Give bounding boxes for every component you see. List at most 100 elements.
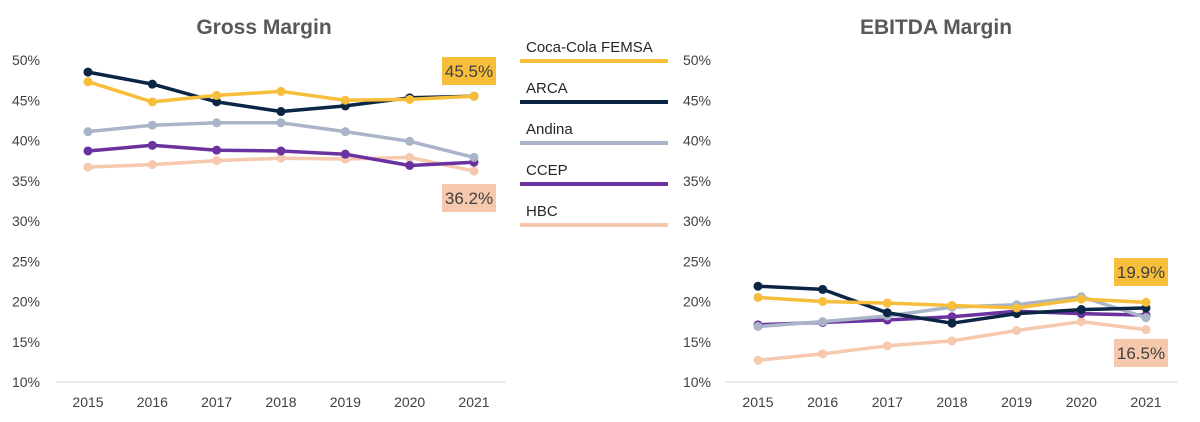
ebitda-margin-x-tick-label: 2021	[1130, 394, 1161, 410]
ebitda-margin-coca-cola-femsa-point	[882, 298, 892, 308]
gross-margin-hbc-callout-label: 36.2%	[445, 189, 493, 208]
gross-margin-x-tick-label: 2019	[330, 394, 361, 410]
gross-margin-hbc-point	[147, 160, 157, 170]
gross-margin-arca-point	[83, 67, 93, 77]
ebitda-margin-hbc-point	[818, 349, 828, 359]
gross-margin-andina-point	[83, 127, 93, 137]
ebitda-margin-coca-cola-femsa-point	[947, 301, 957, 311]
gross-margin-arca-point	[212, 97, 222, 107]
gross-margin-andina-point	[340, 127, 350, 137]
ebitda-margin-hbc-point	[1012, 325, 1022, 335]
gross-margin-y-tick-label: 45%	[12, 92, 40, 108]
ebitda-margin-coca-cola-femsa-point	[1012, 303, 1022, 313]
gross-margin-y-tick-label: 15%	[12, 334, 40, 350]
ebitda-margin-y-tick-label: 40%	[683, 133, 711, 149]
gross-margin-y-tick-label: 10%	[12, 374, 40, 390]
ebitda-margin-hbc-point	[882, 341, 892, 351]
gross-margin-series	[83, 67, 479, 176]
gross-margin-hbc-point	[212, 156, 222, 166]
ebitda-margin-x-axis: 2015 2016 2017 2018 2019 2020 2021	[742, 394, 1161, 410]
gross-margin-y-tick-label: 25%	[12, 253, 40, 269]
ebitda-margin-arca-point	[818, 284, 828, 294]
legend-label-arca: ARCA	[526, 80, 568, 97]
gross-margin-coca-cola-femsa-point	[405, 94, 415, 104]
ebitda-margin-coca-cola-femsa-callout-box	[1114, 258, 1168, 286]
gross-margin-hbc-point	[469, 166, 479, 176]
ebitda-margin-coca-cola-femsa-point	[818, 297, 828, 306]
gross-margin-ccep-point	[83, 146, 93, 156]
ebitda-margin-callouts: 19.9% 16.5%	[1114, 258, 1168, 367]
legend: Coca-Cola FEMSA ARCA Andina CCEP HBC	[520, 39, 668, 227]
ebitda-margin-y-tick-label: 30%	[683, 213, 711, 229]
gross-margin-hbc-point	[276, 153, 286, 163]
gross-margin-x-tick-label: 2020	[394, 394, 425, 410]
gross-margin-coca-cola-femsa-point	[147, 97, 157, 107]
ebitda-margin-hbc-point	[753, 355, 763, 365]
ebitda-margin-x-tick-label: 2015	[742, 394, 773, 410]
gross-margin-andina-point	[469, 152, 479, 162]
ebitda-margin-coca-cola-femsa-callout-label: 19.9%	[1117, 263, 1165, 282]
ebitda-margin-ccep-point	[947, 312, 957, 322]
ebitda-margin-hbc-callout-label: 16.5%	[1117, 344, 1165, 363]
gross-margin-y-tick-label: 30%	[12, 213, 40, 229]
ebitda-margin-arca-point	[947, 318, 957, 328]
ebitda-margin-andina-point	[1141, 313, 1151, 323]
legend-label-hbc: HBC	[526, 203, 558, 220]
gross-margin-andina-point	[276, 118, 286, 128]
gross-margin-coca-cola-femsa-point	[469, 91, 479, 101]
gross-margin-y-tick-label: 50%	[12, 52, 40, 68]
gross-margin-x-tick-label: 2016	[137, 394, 168, 410]
ebitda-margin-chart: EBITDA Margin 10% 15% 20% 25% 30% 35% 40% 45% 50…	[683, 16, 1178, 410]
gross-margin-andina-point	[147, 120, 157, 130]
gross-margin-coca-cola-femsa-point	[212, 90, 222, 100]
ebitda-margin-y-axis: 10% 15% 20% 25% 30% 35% 40% 45% 50%	[683, 52, 711, 390]
ebitda-margin-x-tick-label: 2016	[807, 394, 838, 410]
legend-label-ccep: CCEP	[526, 162, 568, 179]
ebitda-margin-hbc-point	[1076, 317, 1086, 327]
ebitda-margin-x-tick-label: 2018	[936, 394, 967, 410]
gross-margin-x-tick-label: 2018	[265, 394, 296, 410]
gross-margin-ccep-point	[276, 146, 286, 156]
ebitda-margin-y-tick-label: 45%	[683, 92, 711, 108]
ebitda-margin-hbc-point	[1141, 325, 1151, 335]
gross-margin-x-axis: 2015 2016 2017 2018 2019 2020 2021	[72, 394, 489, 410]
ebitda-margin-arca-point	[753, 281, 763, 291]
gross-margin-y-axis: 10% 15% 20% 25% 30% 35% 40% 45% 50%	[12, 52, 40, 390]
ebitda-margin-x-tick-label: 2019	[1001, 394, 1032, 410]
ebitda-margin-x-tick-label: 2017	[872, 394, 903, 410]
ebitda-margin-x-tick-label: 2020	[1066, 394, 1097, 410]
gross-margin-y-tick-label: 20%	[12, 294, 40, 310]
ebitda-margin-hbc-point	[947, 336, 957, 346]
gross-margin-hbc-callout-box	[442, 184, 496, 212]
ebitda-margin-y-tick-label: 15%	[683, 334, 711, 350]
gross-margin-x-tick-label: 2021	[458, 394, 489, 410]
gross-margin-x-tick-label: 2015	[72, 394, 103, 410]
ebitda-margin-arca-point	[1076, 305, 1086, 315]
gross-margin-x-tick-label: 2017	[201, 394, 232, 410]
ebitda-margin-coca-cola-femsa-point	[753, 292, 763, 302]
gross-margin-coca-cola-femsa-callout-box	[442, 57, 496, 85]
gross-margin-coca-cola-femsa-point	[83, 77, 93, 87]
gross-margin-y-tick-label: 35%	[12, 173, 40, 189]
gross-margin-ccep-point	[147, 140, 157, 150]
ebitda-margin-y-tick-label: 50%	[683, 52, 711, 68]
gross-margin-ccep-point	[340, 149, 350, 159]
legend-label-andina: Andina	[526, 121, 573, 138]
gross-margin-andina-point	[212, 118, 222, 128]
ebitda-margin-title: EBITDA Margin	[860, 16, 1012, 39]
ebitda-margin-y-tick-label: 20%	[683, 294, 711, 310]
gross-margin-title: Gross Margin	[196, 16, 331, 39]
ebitda-margin-hbc-callout-box	[1114, 339, 1168, 367]
gross-margin-arca-point	[147, 79, 157, 89]
gross-margin-coca-cola-femsa-callout-label: 45.5%	[445, 62, 493, 81]
ebitda-margin-y-tick-label: 25%	[683, 253, 711, 269]
gross-margin-callouts: 45.5% 36.2%	[442, 57, 496, 212]
ebitda-margin-coca-cola-femsa-point	[1141, 297, 1151, 307]
ebitda-margin-arca-point	[882, 308, 892, 318]
ebitda-margin-coca-cola-femsa-point	[1076, 294, 1086, 304]
ebitda-margin-y-tick-label: 35%	[683, 173, 711, 189]
ebitda-margin-y-tick-label: 10%	[683, 374, 711, 390]
gross-margin-coca-cola-femsa-point	[276, 86, 286, 96]
ebitda-margin-andina-point	[818, 317, 828, 327]
